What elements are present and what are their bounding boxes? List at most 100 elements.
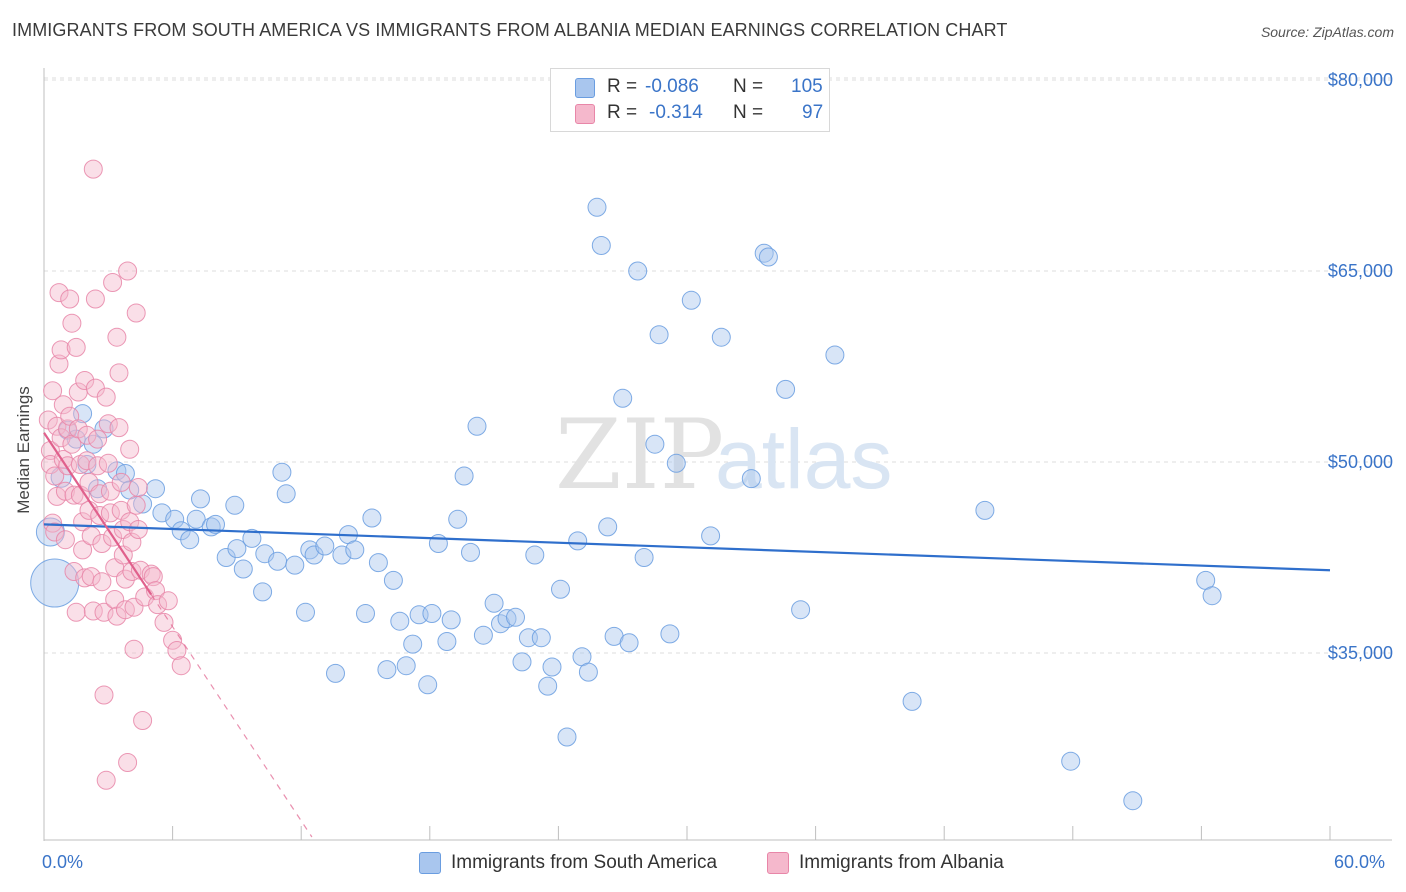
point-albania xyxy=(143,567,163,587)
point-south-america xyxy=(666,453,686,473)
point-albania xyxy=(109,418,129,438)
point-south-america xyxy=(1123,791,1143,811)
point-south-america xyxy=(975,500,995,520)
point-south-america xyxy=(701,526,721,546)
point-south-america xyxy=(551,579,570,599)
point-south-america xyxy=(368,553,388,573)
legend-swatch-south-america xyxy=(575,78,595,98)
point-south-america xyxy=(791,600,811,620)
point-south-america xyxy=(660,624,680,644)
point-albania xyxy=(98,414,118,434)
point-albania xyxy=(85,289,105,309)
point-albania xyxy=(43,381,63,401)
point-south-america xyxy=(146,479,165,499)
series-south-america-points xyxy=(30,197,1222,811)
point-south-america xyxy=(649,325,669,345)
y-tick-labels: $35,000 $50,000 $65,000 $80,000 xyxy=(1328,70,1393,663)
point-south-america xyxy=(225,495,245,515)
point-albania xyxy=(158,591,178,611)
point-south-america xyxy=(315,536,335,556)
y-axis-label: Median Earnings xyxy=(14,386,33,514)
point-albania xyxy=(154,612,174,632)
watermark-atlas: atlas xyxy=(715,412,892,506)
point-south-america xyxy=(512,652,532,672)
axes xyxy=(43,68,1392,841)
point-south-america xyxy=(441,610,461,630)
point-albania xyxy=(115,569,135,589)
point-albania xyxy=(118,261,138,281)
trendline-albania-extension xyxy=(150,594,313,838)
point-south-america xyxy=(587,197,607,217)
point-albania xyxy=(133,711,153,730)
point-south-america xyxy=(613,388,633,408)
watermark: ZIP atlas xyxy=(555,399,892,511)
point-south-america xyxy=(557,727,577,747)
point-albania xyxy=(77,451,97,471)
trendline-albania xyxy=(43,432,153,596)
point-albania xyxy=(111,472,131,492)
point-albania xyxy=(96,770,116,790)
bottom-legend-label-albania: Immigrants from Albania xyxy=(799,852,1004,873)
point-south-america xyxy=(186,509,206,529)
point-south-america xyxy=(345,540,365,560)
point-south-america xyxy=(1202,586,1222,606)
point-albania xyxy=(124,597,144,617)
chart-title: IMMIGRANTS FROM SOUTH AMERICA VS IMMIGRA… xyxy=(12,20,1008,40)
bottom-legend-swatch-albania xyxy=(767,852,789,874)
point-albania xyxy=(66,602,86,622)
point-south-america xyxy=(362,508,382,528)
point-albania xyxy=(45,522,65,542)
point-south-america xyxy=(628,261,648,281)
point-albania xyxy=(122,532,142,552)
legend-r-value: -0.086 xyxy=(645,76,699,97)
point-south-america xyxy=(396,656,416,676)
point-south-america xyxy=(645,434,665,454)
point-albania xyxy=(62,313,82,333)
point-south-america xyxy=(568,531,588,551)
point-albania xyxy=(55,530,75,550)
point-south-america xyxy=(233,559,253,579)
legend-r-value: -0.314 xyxy=(649,102,703,123)
point-albania xyxy=(75,371,95,390)
point-albania xyxy=(107,327,127,347)
point-south-america xyxy=(422,604,442,623)
point-south-america xyxy=(454,466,474,486)
point-albania xyxy=(103,273,123,292)
point-albania xyxy=(88,429,108,449)
point-albania xyxy=(51,340,71,360)
point-south-america xyxy=(681,290,701,310)
point-albania xyxy=(167,641,187,660)
point-albania xyxy=(118,753,138,772)
point-south-america xyxy=(531,628,551,648)
trendlines xyxy=(43,432,1331,838)
point-albania xyxy=(66,337,86,357)
x-axis-min-label: 0.0% xyxy=(42,852,84,872)
point-south-america xyxy=(191,489,210,509)
point-south-america xyxy=(268,551,288,571)
point-south-america xyxy=(506,607,525,627)
point-albania xyxy=(40,455,60,474)
point-albania xyxy=(94,602,114,622)
point-south-america xyxy=(711,327,731,347)
point-south-america xyxy=(758,247,778,267)
point-south-america xyxy=(902,691,922,711)
point-albania xyxy=(120,439,140,459)
point-albania xyxy=(128,520,148,539)
source-label: Source: ZipAtlas.com xyxy=(1260,24,1394,40)
point-albania xyxy=(92,534,112,553)
point-south-america xyxy=(30,558,80,608)
point-albania xyxy=(60,289,80,309)
legend-n-value: 105 xyxy=(791,76,823,97)
y-tick-label: $80,000 xyxy=(1328,70,1393,90)
y-axis-label-wrap: Median Earnings xyxy=(6,340,42,560)
point-albania xyxy=(126,303,146,323)
x-axis-max-label: 60.0% xyxy=(1334,852,1386,872)
point-south-america xyxy=(377,660,397,680)
point-albania xyxy=(163,630,183,650)
legend-n-label: N = xyxy=(733,102,764,123)
point-albania xyxy=(109,363,129,383)
y-tick-label: $65,000 xyxy=(1328,261,1393,281)
point-south-america xyxy=(578,662,598,682)
point-albania xyxy=(64,562,84,581)
point-south-america xyxy=(825,345,845,365)
